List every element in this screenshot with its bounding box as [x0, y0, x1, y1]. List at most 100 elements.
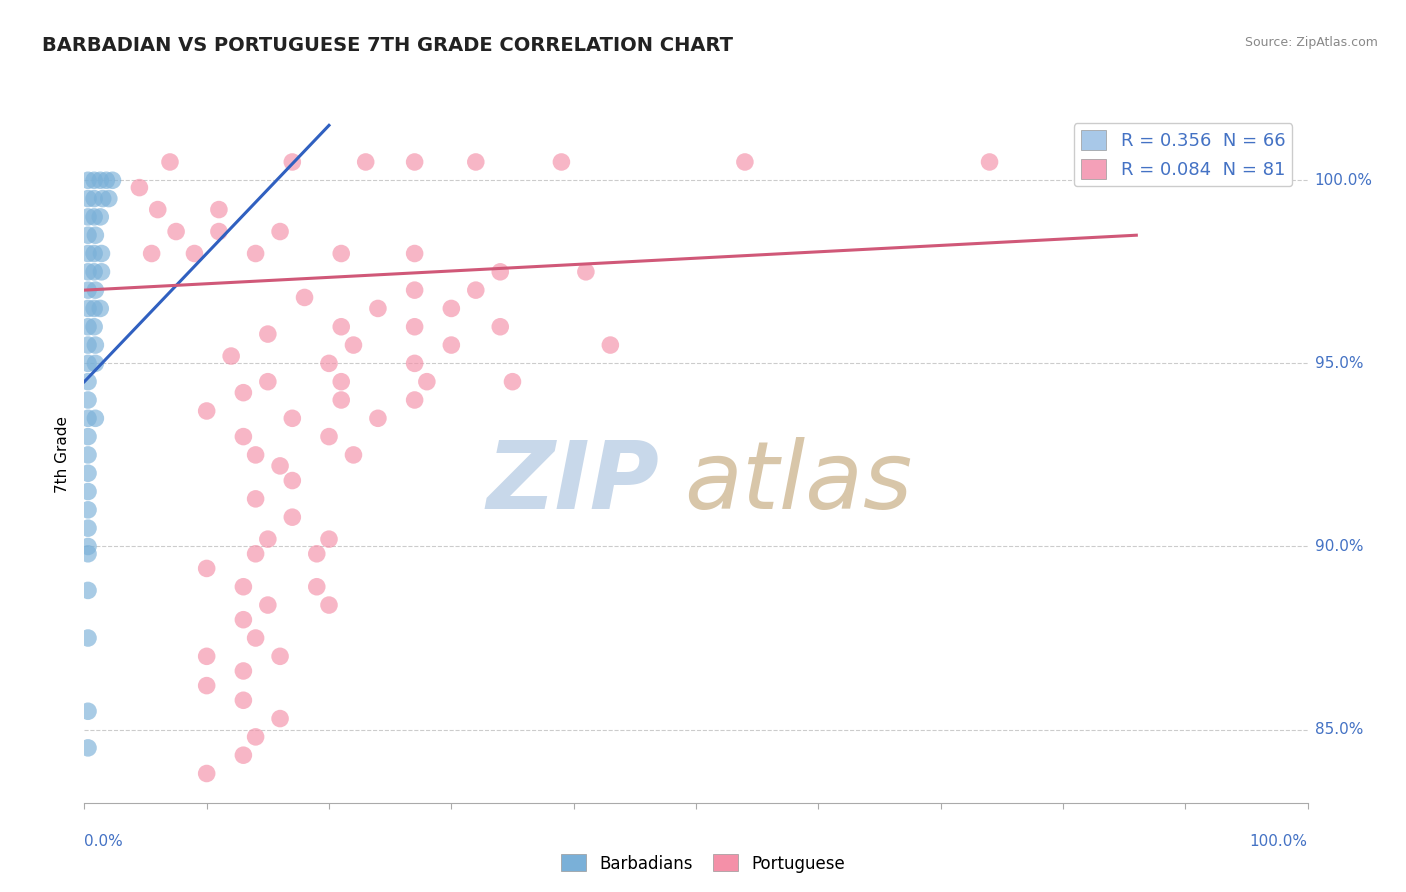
Point	[367, 301, 389, 316]
Point	[101, 173, 124, 187]
Point	[77, 173, 100, 187]
Point	[83, 246, 105, 260]
Point	[232, 693, 254, 707]
Point	[318, 598, 340, 612]
Text: 0.0%: 0.0%	[84, 834, 124, 849]
Point	[183, 246, 205, 260]
Point	[550, 155, 572, 169]
Point	[84, 411, 107, 425]
Text: 95.0%: 95.0%	[1315, 356, 1362, 371]
Point	[232, 429, 254, 443]
Text: 100.0%: 100.0%	[1315, 173, 1372, 188]
Point	[245, 730, 267, 744]
Point	[245, 246, 267, 260]
Point	[281, 474, 304, 488]
Point	[232, 385, 254, 400]
Point	[318, 429, 340, 443]
Legend: R = 0.356  N = 66, R = 0.084  N = 81: R = 0.356 N = 66, R = 0.084 N = 81	[1074, 123, 1292, 186]
Point	[77, 375, 100, 389]
Point	[89, 173, 111, 187]
Text: ZIP: ZIP	[486, 437, 659, 529]
Text: 100.0%: 100.0%	[1250, 834, 1308, 849]
Point	[84, 338, 107, 352]
Point	[77, 338, 100, 352]
Point	[1247, 155, 1270, 169]
Point	[489, 319, 512, 334]
Point	[77, 540, 100, 554]
Point	[77, 429, 100, 443]
Point	[330, 375, 353, 389]
Point	[83, 192, 105, 206]
Point	[464, 155, 486, 169]
Point	[232, 613, 254, 627]
Point	[165, 225, 187, 239]
Point	[77, 265, 100, 279]
Point	[83, 301, 105, 316]
Point	[245, 547, 267, 561]
Point	[305, 580, 328, 594]
Point	[77, 704, 100, 718]
Point	[330, 392, 353, 407]
Point	[77, 467, 100, 481]
Text: BARBADIAN VS PORTUGUESE 7TH GRADE CORRELATION CHART: BARBADIAN VS PORTUGUESE 7TH GRADE CORREL…	[42, 36, 733, 54]
Point	[195, 766, 218, 780]
Point	[77, 210, 100, 224]
Point	[404, 392, 426, 407]
Point	[281, 411, 304, 425]
Point	[599, 338, 621, 352]
Point	[159, 155, 181, 169]
Point	[90, 246, 112, 260]
Point	[77, 631, 100, 645]
Point	[128, 180, 150, 194]
Point	[269, 649, 291, 664]
Point	[342, 448, 364, 462]
Point	[83, 319, 105, 334]
Point	[77, 411, 100, 425]
Point	[208, 225, 231, 239]
Point	[89, 210, 111, 224]
Point	[77, 484, 100, 499]
Point	[318, 356, 340, 370]
Point	[77, 740, 100, 755]
Point	[77, 448, 100, 462]
Point	[84, 283, 107, 297]
Point	[77, 547, 100, 561]
Point	[575, 265, 598, 279]
Point	[734, 155, 756, 169]
Point	[269, 458, 291, 473]
Text: Source: ZipAtlas.com: Source: ZipAtlas.com	[1244, 36, 1378, 49]
Point	[195, 561, 218, 575]
Point	[84, 228, 107, 243]
Point	[89, 301, 111, 316]
Point	[501, 375, 523, 389]
Point	[77, 521, 100, 535]
Point	[245, 448, 267, 462]
Legend: Barbadians, Portuguese: Barbadians, Portuguese	[554, 847, 852, 880]
Point	[232, 664, 254, 678]
Point	[440, 301, 463, 316]
Point	[257, 532, 280, 546]
Point	[416, 375, 439, 389]
Point	[440, 338, 463, 352]
Point	[404, 319, 426, 334]
Point	[979, 155, 1001, 169]
Point	[77, 503, 100, 517]
Point	[96, 173, 118, 187]
Y-axis label: 7th Grade: 7th Grade	[55, 417, 70, 493]
Point	[489, 265, 512, 279]
Point	[77, 192, 100, 206]
Point	[83, 265, 105, 279]
Point	[404, 155, 426, 169]
Point	[404, 246, 426, 260]
Text: 85.0%: 85.0%	[1315, 722, 1362, 737]
Point	[330, 319, 353, 334]
Point	[342, 338, 364, 352]
Point	[269, 225, 291, 239]
Point	[90, 265, 112, 279]
Point	[83, 210, 105, 224]
Point	[354, 155, 377, 169]
Point	[305, 547, 328, 561]
Point	[245, 491, 267, 506]
Point	[232, 748, 254, 763]
Point	[404, 356, 426, 370]
